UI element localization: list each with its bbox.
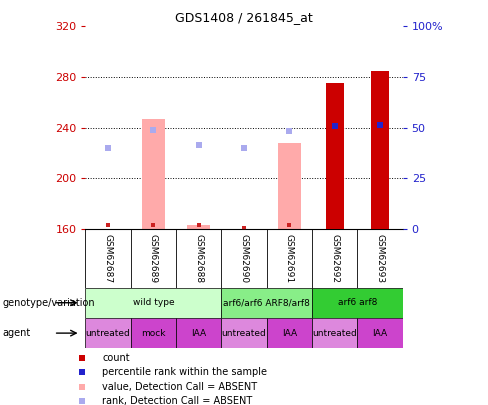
Bar [312,318,357,348]
Text: GSM62687: GSM62687 [103,234,113,283]
Bar [357,318,403,348]
Text: count: count [102,353,130,363]
Text: untreated: untreated [312,328,357,338]
Text: GSM62691: GSM62691 [285,234,294,283]
Text: IAA: IAA [372,328,387,338]
Text: mock: mock [141,328,165,338]
Bar [187,225,210,229]
Bar [222,288,312,318]
Text: untreated: untreated [86,328,130,338]
Bar [371,70,389,229]
Text: arf6/arf6 ARF8/arf8: arf6/arf6 ARF8/arf8 [223,298,310,307]
Bar [278,143,301,229]
Text: rank, Detection Call = ABSENT: rank, Detection Call = ABSENT [102,396,252,405]
Text: value, Detection Call = ABSENT: value, Detection Call = ABSENT [102,382,257,392]
Text: IAA: IAA [191,328,206,338]
Text: GSM62688: GSM62688 [194,234,203,283]
Text: untreated: untreated [222,328,266,338]
Bar [312,288,403,318]
Text: wild type: wild type [133,298,174,307]
Text: IAA: IAA [282,328,297,338]
Bar [85,318,131,348]
Bar [222,318,266,348]
Bar [85,288,222,318]
Bar [131,318,176,348]
Bar [142,119,164,229]
Text: GSM62690: GSM62690 [240,234,248,283]
Bar [325,83,344,229]
Text: GSM62692: GSM62692 [330,234,339,283]
Text: GSM62693: GSM62693 [375,234,385,283]
Text: agent: agent [2,328,31,338]
Bar [176,318,222,348]
Text: arf6 arf8: arf6 arf8 [338,298,377,307]
Title: GDS1408 / 261845_at: GDS1408 / 261845_at [175,11,313,24]
Text: GSM62689: GSM62689 [149,234,158,283]
Text: percentile rank within the sample: percentile rank within the sample [102,367,267,377]
Text: genotype/variation: genotype/variation [2,298,95,308]
Bar [266,318,312,348]
